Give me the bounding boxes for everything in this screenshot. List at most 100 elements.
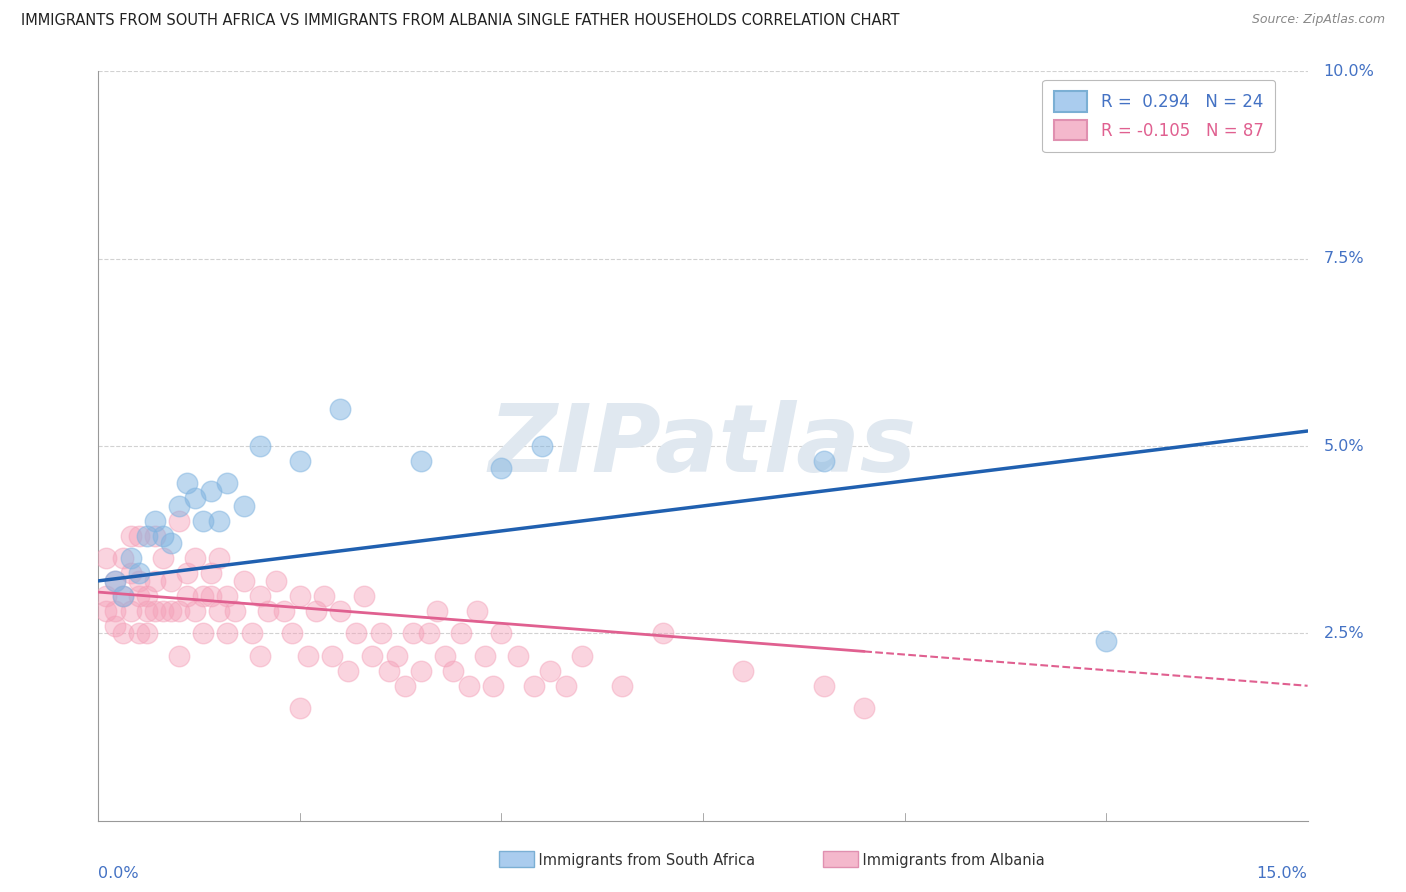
Point <box>353 589 375 603</box>
Point <box>128 566 150 581</box>
Point <box>813 454 835 468</box>
Point <box>152 551 174 566</box>
Point <box>208 514 231 528</box>
Point <box>385 648 408 663</box>
Point <box>813 679 835 693</box>
Point <box>111 589 134 603</box>
Point <box>377 664 399 678</box>
Point <box>361 648 384 663</box>
Point <box>217 589 239 603</box>
Point <box>120 551 142 566</box>
Point <box>297 648 319 663</box>
Point <box>409 454 432 468</box>
Point <box>523 679 546 693</box>
Point <box>128 529 150 543</box>
Point <box>160 536 183 550</box>
Point <box>264 574 287 588</box>
Point <box>176 476 198 491</box>
Point <box>288 701 311 715</box>
Point <box>530 439 553 453</box>
Point <box>128 574 150 588</box>
Point <box>200 483 222 498</box>
Point <box>402 626 425 640</box>
Point <box>305 604 328 618</box>
Point <box>733 664 755 678</box>
Point <box>288 454 311 468</box>
Point <box>273 604 295 618</box>
Point <box>176 566 198 581</box>
Point <box>200 566 222 581</box>
Point <box>434 648 457 663</box>
Point <box>96 589 118 603</box>
Text: ZIPatlas: ZIPatlas <box>489 400 917 492</box>
Point <box>184 551 207 566</box>
Point <box>450 626 472 640</box>
Point <box>240 626 263 640</box>
Legend: R =  0.294   N = 24, R = -0.105   N = 87: R = 0.294 N = 24, R = -0.105 N = 87 <box>1042 79 1275 152</box>
Point <box>167 499 190 513</box>
Point <box>208 551 231 566</box>
Point <box>120 529 142 543</box>
Point <box>1095 633 1118 648</box>
Point <box>111 589 134 603</box>
Point <box>491 626 513 640</box>
Point <box>167 604 190 618</box>
Point <box>103 604 125 618</box>
Point <box>135 589 157 603</box>
Text: 5.0%: 5.0% <box>1323 439 1364 453</box>
Point <box>128 589 150 603</box>
Text: IMMIGRANTS FROM SOUTH AFRICA VS IMMIGRANTS FROM ALBANIA SINGLE FATHER HOUSEHOLDS: IMMIGRANTS FROM SOUTH AFRICA VS IMMIGRAN… <box>21 13 900 29</box>
Point <box>167 648 190 663</box>
Point <box>96 551 118 566</box>
Text: 0.0%: 0.0% <box>98 865 139 880</box>
Text: Immigrants from Albania: Immigrants from Albania <box>844 854 1045 868</box>
Point <box>193 626 215 640</box>
Point <box>651 626 673 640</box>
Point <box>128 626 150 640</box>
Point <box>143 514 166 528</box>
Point <box>491 461 513 475</box>
Point <box>193 589 215 603</box>
Point <box>474 648 496 663</box>
Point <box>409 664 432 678</box>
Point <box>103 574 125 588</box>
Point <box>160 574 183 588</box>
Point <box>418 626 440 640</box>
Point <box>394 679 416 693</box>
Point <box>217 626 239 640</box>
Point <box>441 664 464 678</box>
Point <box>143 529 166 543</box>
Point <box>329 604 352 618</box>
Point <box>256 604 278 618</box>
Point <box>314 589 336 603</box>
Point <box>143 604 166 618</box>
Text: 2.5%: 2.5% <box>1323 626 1364 640</box>
Point <box>135 604 157 618</box>
Point <box>344 626 367 640</box>
Point <box>120 566 142 581</box>
Point <box>135 529 157 543</box>
Point <box>329 401 352 416</box>
Text: Immigrants from South Africa: Immigrants from South Africa <box>520 854 755 868</box>
Point <box>571 648 593 663</box>
Point <box>538 664 561 678</box>
Point <box>152 604 174 618</box>
Point <box>96 604 118 618</box>
Point <box>111 551 134 566</box>
Point <box>176 589 198 603</box>
Point <box>853 701 876 715</box>
Point <box>200 589 222 603</box>
Point <box>321 648 343 663</box>
Point <box>160 604 183 618</box>
Point <box>426 604 449 618</box>
Point <box>111 626 134 640</box>
Point <box>249 648 271 663</box>
Point <box>143 574 166 588</box>
Point <box>184 491 207 506</box>
Text: 15.0%: 15.0% <box>1257 865 1308 880</box>
Point <box>224 604 246 618</box>
Point <box>337 664 360 678</box>
Point <box>152 529 174 543</box>
Point <box>555 679 578 693</box>
Point <box>249 439 271 453</box>
